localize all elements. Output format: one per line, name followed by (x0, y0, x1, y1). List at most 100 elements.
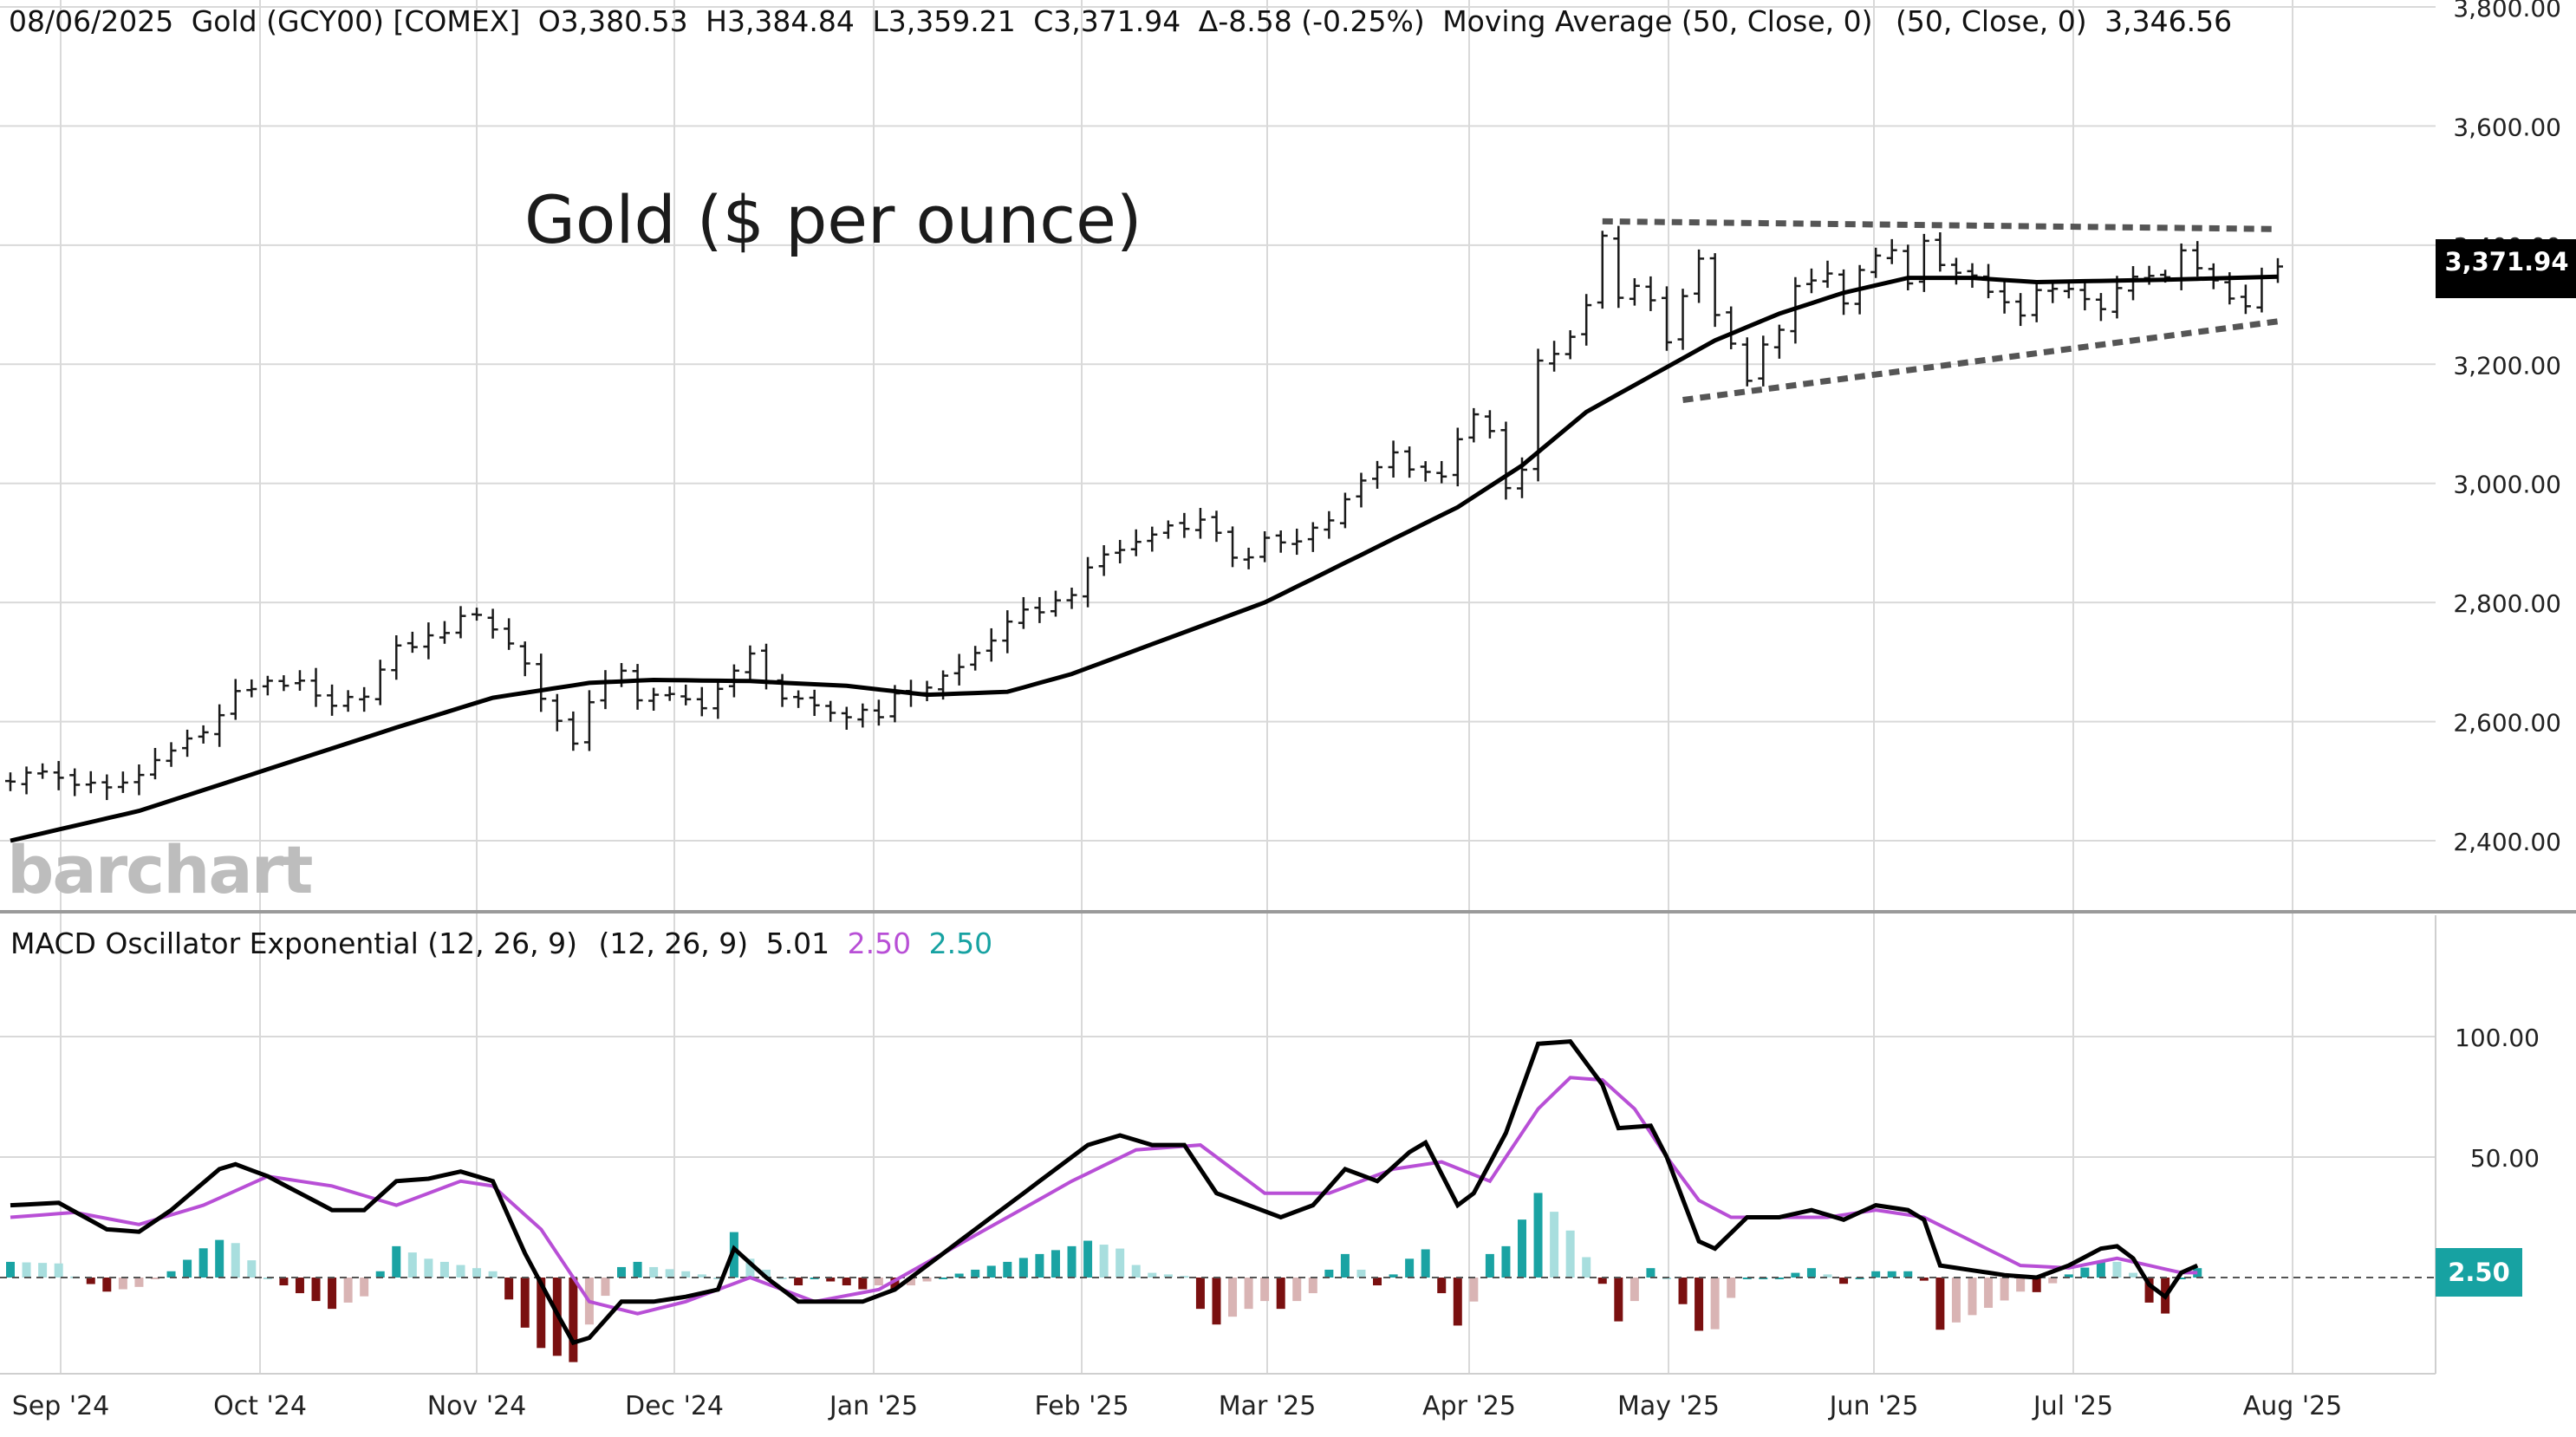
ohlc-bar (1999, 279, 2010, 314)
ohlc-bar (1372, 460, 1383, 489)
histogram-bar (2144, 1278, 2154, 1303)
ohlc-bar (921, 680, 933, 702)
histogram-bar (1485, 1253, 1494, 1278)
histogram-bar (1228, 1278, 1238, 1317)
histogram-bar (1212, 1278, 1221, 1325)
last-price-badge: 3,371.94 (2436, 239, 2576, 298)
ohlc-bar (246, 679, 257, 698)
histogram-bar (2112, 1261, 2122, 1278)
ohlc-bar (294, 670, 305, 691)
ohlc-bar (198, 725, 209, 744)
ohlc-bar (873, 699, 884, 726)
histogram-bar (183, 1259, 192, 1278)
ohlc-bar (1935, 232, 1946, 272)
ohlc-bar (1275, 530, 1286, 553)
histogram-bar (1453, 1278, 1462, 1326)
histogram-bar (1163, 1274, 1173, 1278)
ohlc-bar (568, 711, 579, 751)
ohlc-bar (2176, 243, 2187, 290)
histogram-bar (1597, 1278, 1607, 1284)
histogram-bar (665, 1269, 674, 1278)
month-label: Sep '24 (12, 1391, 110, 1421)
ohlc-bar (1484, 410, 1495, 439)
histogram-bar (2000, 1278, 2009, 1301)
histogram-bar (1340, 1253, 1350, 1278)
histogram-bar (826, 1278, 836, 1282)
ohlc-bar (1967, 263, 1978, 289)
histogram-bar (2129, 1272, 2138, 1278)
ohlc-bar (1356, 472, 1367, 508)
ohlc-bars (5, 225, 2283, 801)
macd-header: MACD Oscillator Exponential (12, 26, 9) … (10, 927, 992, 960)
histogram-bar (633, 1261, 642, 1278)
histogram-bar (6, 1261, 15, 1278)
month-label: Mar '25 (1219, 1391, 1317, 1421)
histogram-bar (1260, 1278, 1270, 1302)
price-axis-tick: 3,800.00 (2453, 0, 2561, 23)
ohlc-bar (1179, 512, 1190, 538)
histogram-bar (1324, 1269, 1334, 1278)
ohlc-bar (1098, 545, 1109, 576)
ohlc-bar (2015, 293, 2026, 327)
histogram-bar (617, 1266, 627, 1278)
histogram-bar (102, 1278, 112, 1292)
histogram-bar (1695, 1278, 1704, 1331)
histogram-bar (939, 1278, 948, 1279)
histogram-bar (118, 1278, 127, 1290)
ohlc-bar (1870, 247, 1882, 278)
ohlc-bar (1613, 225, 1624, 309)
month-label: Jul '25 (2032, 1391, 2113, 1421)
price-y-axis: 3,800.003,600.003,400.003,200.003,000.00… (2453, 0, 2561, 856)
ohlc-bar (262, 675, 273, 696)
ohlc-bar (149, 747, 160, 780)
histogram-bar (697, 1274, 706, 1278)
ohlc-bar (1002, 610, 1013, 653)
histogram-bar (2176, 1278, 2186, 1279)
ohlc-bar (327, 684, 338, 716)
macd-header-value: 5.01 (766, 927, 829, 960)
histogram-bar (1501, 1245, 1511, 1278)
ohlc-bar (1468, 407, 1480, 443)
histogram-bar (456, 1265, 465, 1278)
histogram-bar (1565, 1230, 1575, 1278)
histogram-bar (954, 1273, 964, 1278)
histogram-bar (971, 1269, 980, 1278)
price-axis-tick: 3,600.00 (2453, 113, 2561, 141)
ohlc-bar (166, 742, 177, 767)
histogram-bar (1614, 1278, 1623, 1322)
histogram-bar (1131, 1265, 1141, 1278)
histogram-bar (890, 1278, 900, 1290)
price-axis-tick: 2,400.00 (2453, 828, 2561, 856)
header-low: L3,359.21 (872, 4, 1015, 38)
ohlc-bar (1549, 341, 1560, 372)
histogram-bar (1935, 1278, 1945, 1330)
histogram-bar (54, 1263, 63, 1278)
header-instrument: Gold (GCY00) [COMEX] (192, 4, 520, 38)
ohlc-bar (680, 684, 692, 705)
histogram-bar (22, 1262, 31, 1278)
ohlc-bar (745, 645, 756, 680)
histogram-bar (247, 1260, 257, 1278)
ohlc-bar (1822, 260, 1833, 289)
histogram-bar (2032, 1278, 2041, 1292)
histogram-bar (1839, 1278, 1849, 1284)
ohlc-bar (857, 703, 868, 728)
trend-line (1602, 218, 2279, 232)
ohlc-bar (2128, 266, 2139, 301)
ohlc-bar (85, 771, 96, 794)
ohlc-bar (1532, 348, 1544, 482)
ohlc-bar (1307, 522, 1318, 552)
ohlc-bar (1452, 427, 1463, 487)
histogram-bar (1742, 1278, 1752, 1279)
ohlc-bar (1115, 539, 1126, 564)
macd-value-badge-text: 2.50 (2448, 1258, 2510, 1287)
ohlc-bar (1259, 530, 1271, 562)
ohlc-bar (1709, 253, 1721, 328)
histogram-bar (1356, 1269, 1366, 1278)
last-price-badge-text: 3,371.94 (2444, 247, 2568, 276)
ohlc-bar (2192, 241, 2203, 277)
ohlc-bar (1066, 588, 1077, 609)
header-close: C3,371.94 (1033, 4, 1181, 38)
price-axis-tick: 3,200.00 (2453, 351, 2561, 380)
